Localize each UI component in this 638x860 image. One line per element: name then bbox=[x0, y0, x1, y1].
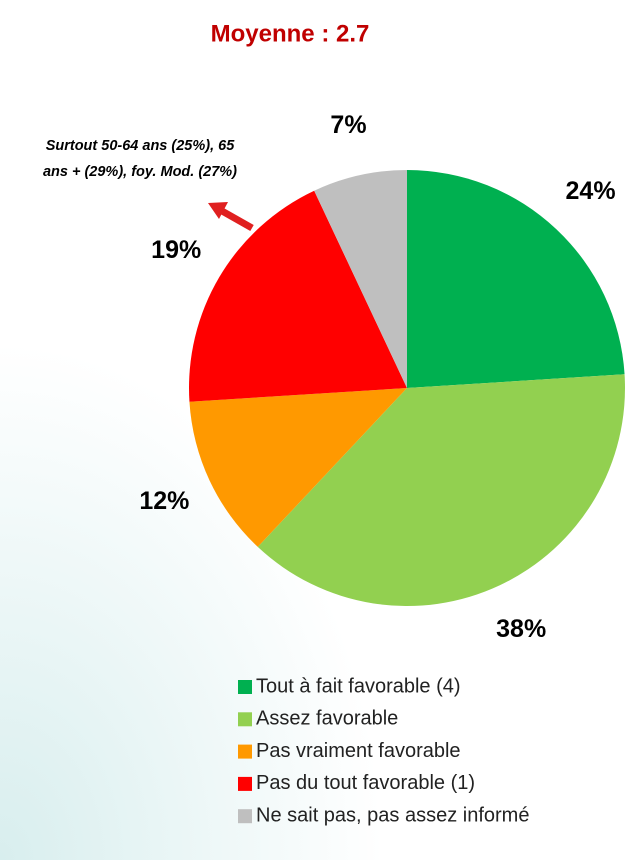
pie-slice bbox=[407, 170, 625, 388]
annotation-arrowhead bbox=[208, 202, 228, 219]
legend-swatch bbox=[238, 809, 252, 824]
data-label: 7% bbox=[330, 111, 366, 139]
legend-swatch bbox=[238, 776, 252, 791]
data-label: 19% bbox=[151, 236, 201, 264]
legend-label: Tout à fait favorable (4) bbox=[256, 675, 461, 697]
legend-label: Pas du tout favorable (1) bbox=[256, 772, 475, 794]
legend-swatch bbox=[238, 744, 252, 759]
pie-slice bbox=[189, 388, 407, 547]
legend-label: Assez favorable bbox=[256, 708, 398, 730]
annotation: ans + (29%), foy. Mod. (27%) bbox=[43, 164, 237, 180]
chart-title: Moyenne : 2.7 bbox=[211, 20, 370, 47]
data-label: 38% bbox=[496, 615, 546, 643]
data-label: 12% bbox=[139, 487, 189, 515]
legend-swatch bbox=[238, 680, 252, 694]
legend-label: Ne sait pas, pas assez informé bbox=[256, 804, 529, 826]
annotation-arrow bbox=[220, 207, 254, 232]
pie-slice bbox=[314, 170, 407, 388]
pie-slice bbox=[257, 374, 625, 606]
annotation: Surtout 50-64 ans (25%), 65 bbox=[46, 138, 235, 154]
legend-label: Pas vraiment favorable bbox=[256, 740, 461, 762]
legend-swatch bbox=[238, 712, 252, 727]
pie-slice bbox=[189, 190, 407, 402]
data-label: 24% bbox=[566, 177, 616, 205]
